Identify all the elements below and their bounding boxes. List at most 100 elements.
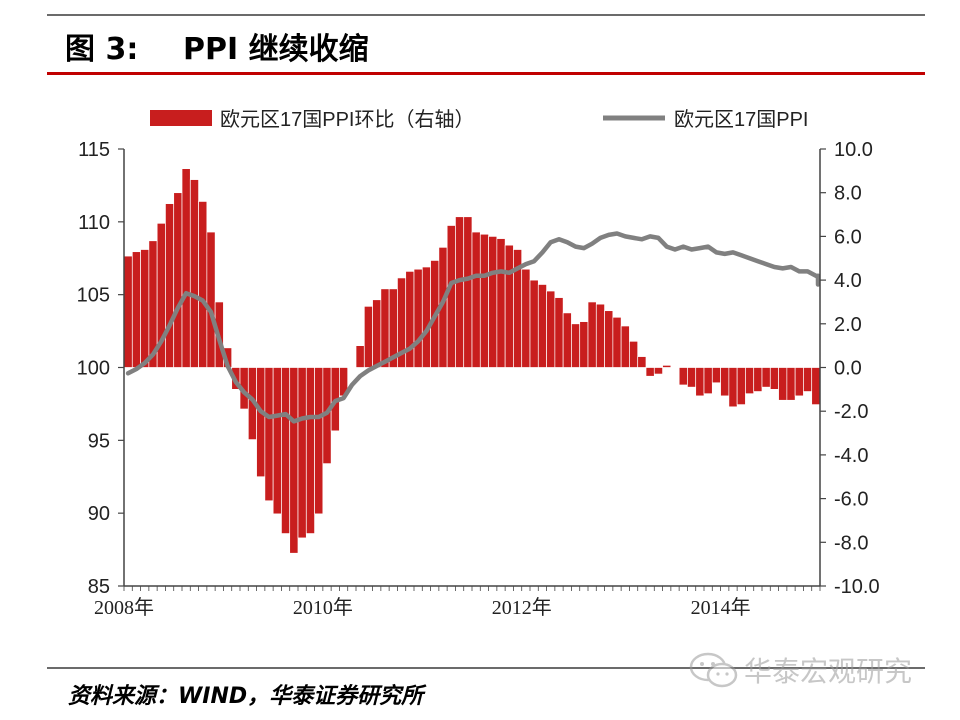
watermark: 华泰宏观研究 [688, 650, 912, 690]
bar-mom [421, 266, 431, 368]
bar-mom [554, 297, 564, 368]
wechat-icon [689, 652, 738, 688]
bar-mom [471, 231, 481, 368]
bar-mom [488, 236, 498, 368]
left-tick-label: 105 [77, 285, 110, 307]
ppi-chart: 欧元区17国PPI环比（右轴） 欧元区17国PPI 115 110 105 100 95… [77, 108, 880, 619]
bar-mom [687, 367, 697, 388]
bar-mom [297, 367, 307, 539]
bar-mom [529, 279, 539, 368]
header-rule [47, 72, 925, 75]
right-tick-label: 0.0 [834, 358, 862, 380]
bar-mom [281, 367, 291, 534]
bar-mom [355, 345, 365, 368]
right-tick-label: -2.0 [834, 401, 868, 423]
legend-line-label: 欧元区17国PPI [674, 108, 808, 131]
bar-mom [198, 201, 208, 368]
right-tick-label: 4.0 [834, 270, 862, 292]
bar-mom [272, 367, 282, 515]
bar-mom [305, 367, 315, 534]
bar-mom [595, 303, 605, 368]
bar-mom [289, 367, 299, 554]
right-tick-label: 8.0 [834, 183, 862, 205]
bar-mom [380, 288, 390, 368]
bar-mom [794, 367, 804, 397]
bar-mom [753, 367, 763, 392]
bar-mom [629, 340, 639, 368]
line-series [125, 231, 821, 424]
bar-mom [612, 316, 622, 368]
figure-header: 图 3: PPI 继续收缩 [65, 24, 369, 68]
left-tick-label: 100 [77, 358, 110, 380]
bar-mom [496, 238, 506, 368]
bar-mom [562, 312, 572, 368]
left-tick-label: 85 [88, 576, 110, 598]
figure-title: PPI 继续收缩 [183, 32, 369, 67]
bar-mom [405, 271, 415, 368]
bar-mom [745, 367, 755, 395]
right-tick-label: 6.0 [834, 226, 862, 248]
x-tick-label: 2008年 [94, 596, 154, 619]
bar-series [123, 168, 821, 554]
bar-mom [662, 364, 672, 368]
bar-mom [131, 251, 141, 368]
bar-mom [446, 225, 456, 368]
bar-mom [181, 168, 191, 368]
bar-mom [703, 367, 713, 395]
bar-mom [546, 290, 556, 368]
bar-mom [123, 255, 133, 368]
source-note: 资料来源：WIND，华泰证券研究所 [68, 684, 424, 709]
bar-mom [189, 179, 199, 368]
right-tick-label: 2.0 [834, 314, 862, 336]
bar-mom [571, 323, 581, 368]
bar-mom [521, 268, 531, 368]
left-tick-label: 95 [88, 430, 110, 452]
x-tick-label: 2014年 [691, 596, 751, 619]
top-rule [47, 14, 925, 16]
bar-mom [728, 367, 738, 408]
bar-mom [653, 367, 663, 375]
right-tick-label: -8.0 [834, 532, 868, 554]
bar-mom [637, 356, 647, 368]
bar-mom [778, 367, 788, 401]
left-tick-label: 110 [78, 212, 110, 234]
left-tick-label: 90 [88, 503, 110, 525]
legend-bar-label: 欧元区17国PPI环比（右轴） [220, 108, 474, 131]
bar-mom [811, 367, 821, 405]
right-tick-label: -10.0 [834, 576, 880, 598]
bar-mom [761, 367, 771, 388]
bar-mom [537, 284, 547, 368]
bar-mom [413, 268, 423, 368]
bar-mom [372, 299, 382, 368]
bar-mom [363, 305, 373, 368]
bar-mom [455, 216, 465, 368]
bar-mom [479, 233, 489, 368]
right-tick-label: -4.0 [834, 445, 868, 467]
bottom-rule [47, 667, 925, 669]
x-tick-label: 2012年 [492, 596, 552, 619]
chart-axes: 115 110 105 100 95 90 85 10.0 8.0 6.0 4.0 2.0 0.0 -2.… [77, 139, 880, 619]
bar-mom [165, 203, 175, 368]
bar-mom [736, 367, 746, 405]
right-tick-label: -6.0 [834, 489, 868, 511]
chart-legend: 欧元区17国PPI环比（右轴） 欧元区17国PPI [150, 108, 808, 131]
bar-mom [206, 231, 216, 368]
bar-mom [347, 367, 357, 369]
bar-mom [711, 367, 721, 384]
bar-mom [720, 367, 730, 397]
bar-mom [314, 367, 324, 515]
bar-mom [140, 249, 150, 368]
bar-mom [587, 301, 597, 368]
left-tick-label: 115 [78, 139, 110, 161]
bar-mom [695, 367, 705, 397]
bar-mom [504, 244, 514, 368]
bar-mom [604, 310, 614, 368]
bar-mom [670, 367, 680, 369]
bar-mom [579, 321, 589, 368]
bar-mom [786, 367, 796, 401]
right-tick-label: 10.0 [834, 139, 873, 161]
bar-mom [620, 325, 630, 368]
watermark-text: 华泰宏观研究 [744, 655, 913, 688]
ppi-line [125, 231, 821, 424]
x-tick-label: 2010年 [293, 596, 353, 619]
